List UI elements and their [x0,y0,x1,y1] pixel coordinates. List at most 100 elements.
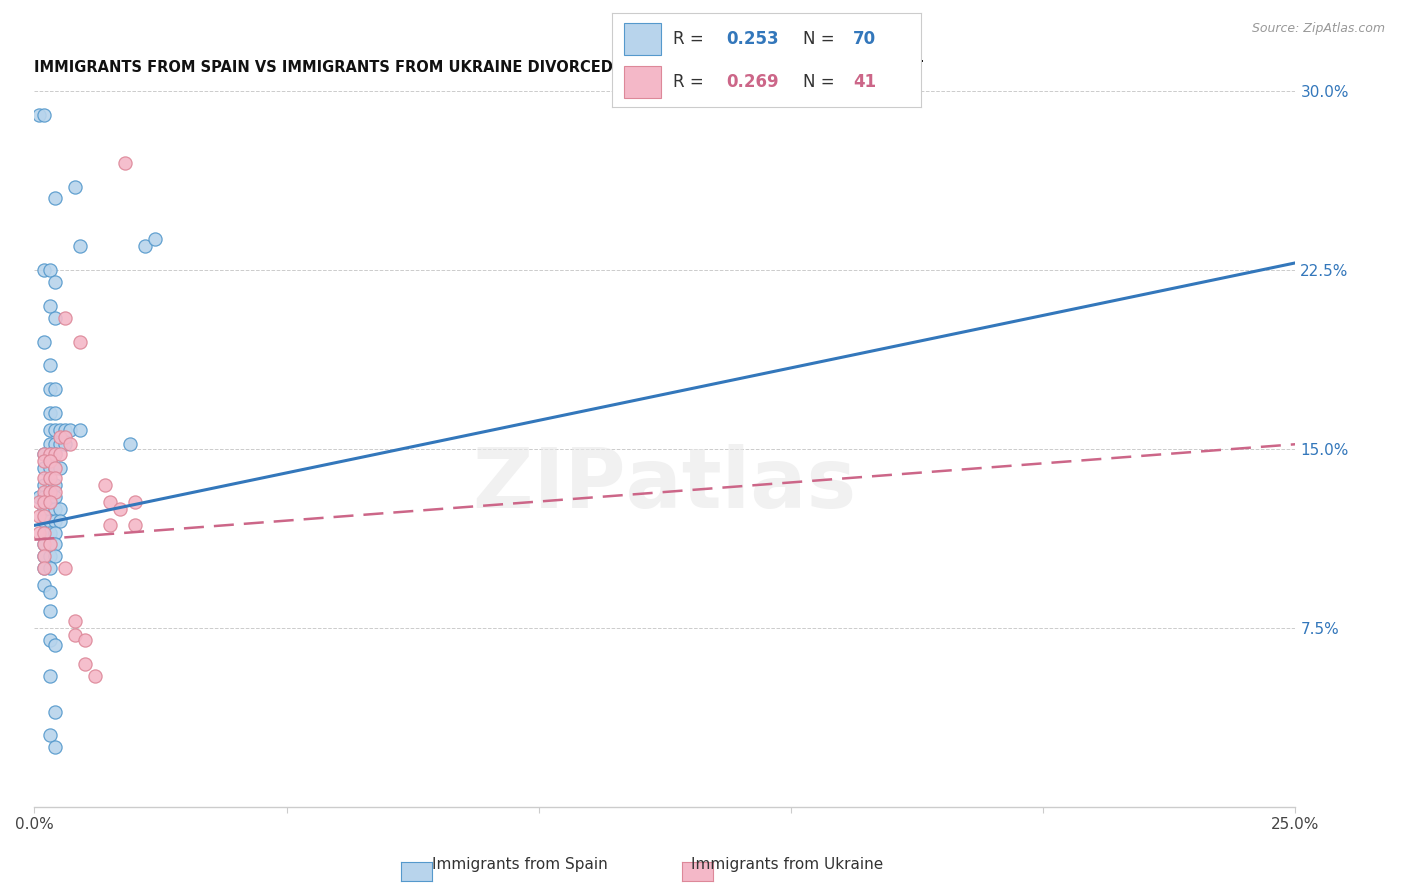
Point [114,155,136,169]
Point [38,537,60,551]
Text: Immigrants from Ukraine: Immigrants from Ukraine [692,857,883,872]
Point [53,423,76,437]
Point [63,628,86,642]
Point [84,669,107,683]
Point [48,430,70,444]
Point [34,537,56,551]
Point [38,382,60,396]
Point [38,501,60,516]
Point [38,423,60,437]
Point [120,437,142,451]
Point [44,740,66,755]
Point [38,485,60,500]
Point [38,447,60,461]
Text: IMMIGRANTS FROM SPAIN VS IMMIGRANTS FROM UKRAINE DIVORCED OR SEPARATED CORRELATI: IMMIGRANTS FROM SPAIN VS IMMIGRANTS FROM… [34,60,924,75]
Point [38,604,60,618]
Point [38,454,60,468]
Point [59,423,82,437]
Point [38,447,60,461]
Point [34,501,56,516]
Text: 0.269: 0.269 [725,73,779,91]
Point [48,423,70,437]
Point [44,275,66,289]
Point [44,461,66,475]
Point [28,494,51,508]
Point [63,614,86,628]
Point [34,494,56,508]
Point [38,263,60,277]
Text: N =: N = [803,29,841,47]
Point [44,447,66,461]
Point [38,478,60,492]
Point [28,508,51,523]
Text: ZIP⁠atlas: ZIP⁠atlas [474,444,856,525]
Point [34,485,56,500]
Point [44,406,66,420]
Point [44,514,66,528]
Point [38,490,60,504]
Point [48,461,70,475]
Text: 70: 70 [853,29,876,47]
Point [38,561,60,575]
Point [34,537,56,551]
Point [34,447,56,461]
Point [28,525,51,540]
FancyBboxPatch shape [624,22,661,54]
Point [44,382,66,396]
Point [53,310,76,325]
Point [34,461,56,475]
Point [44,485,66,500]
Point [34,578,56,592]
Point [38,461,60,475]
Point [53,561,76,575]
Point [63,179,86,194]
Point [38,549,60,564]
Point [28,490,51,504]
Point [44,478,66,492]
Point [34,334,56,349]
Point [73,632,96,647]
Point [59,437,82,451]
Point [38,437,60,451]
Point [38,728,60,742]
Point [44,490,66,504]
Point [134,239,156,253]
Point [48,514,70,528]
Point [108,501,131,516]
Point [48,447,70,461]
Point [34,525,56,540]
Point [44,501,66,516]
Point [38,406,60,420]
Point [69,423,91,437]
Point [34,514,56,528]
Point [34,561,56,575]
Point [34,490,56,504]
Point [44,191,66,205]
Point [124,494,146,508]
Point [44,447,66,461]
Point [48,501,70,516]
Text: R =: R = [673,73,710,91]
Point [38,470,60,484]
Point [44,310,66,325]
FancyBboxPatch shape [624,66,661,98]
Point [34,478,56,492]
Point [28,108,51,122]
Point [145,232,167,246]
Point [44,525,66,540]
Point [34,549,56,564]
Point [44,423,66,437]
Point [38,514,60,528]
Point [34,508,56,523]
Point [34,447,56,461]
Point [98,494,121,508]
Point [44,549,66,564]
Point [38,299,60,313]
Point [69,239,91,253]
Point [38,632,60,647]
Point [44,470,66,484]
Point [94,478,117,492]
Point [34,263,56,277]
Text: 41: 41 [853,73,876,91]
Text: Immigrants from Spain: Immigrants from Spain [433,857,609,872]
